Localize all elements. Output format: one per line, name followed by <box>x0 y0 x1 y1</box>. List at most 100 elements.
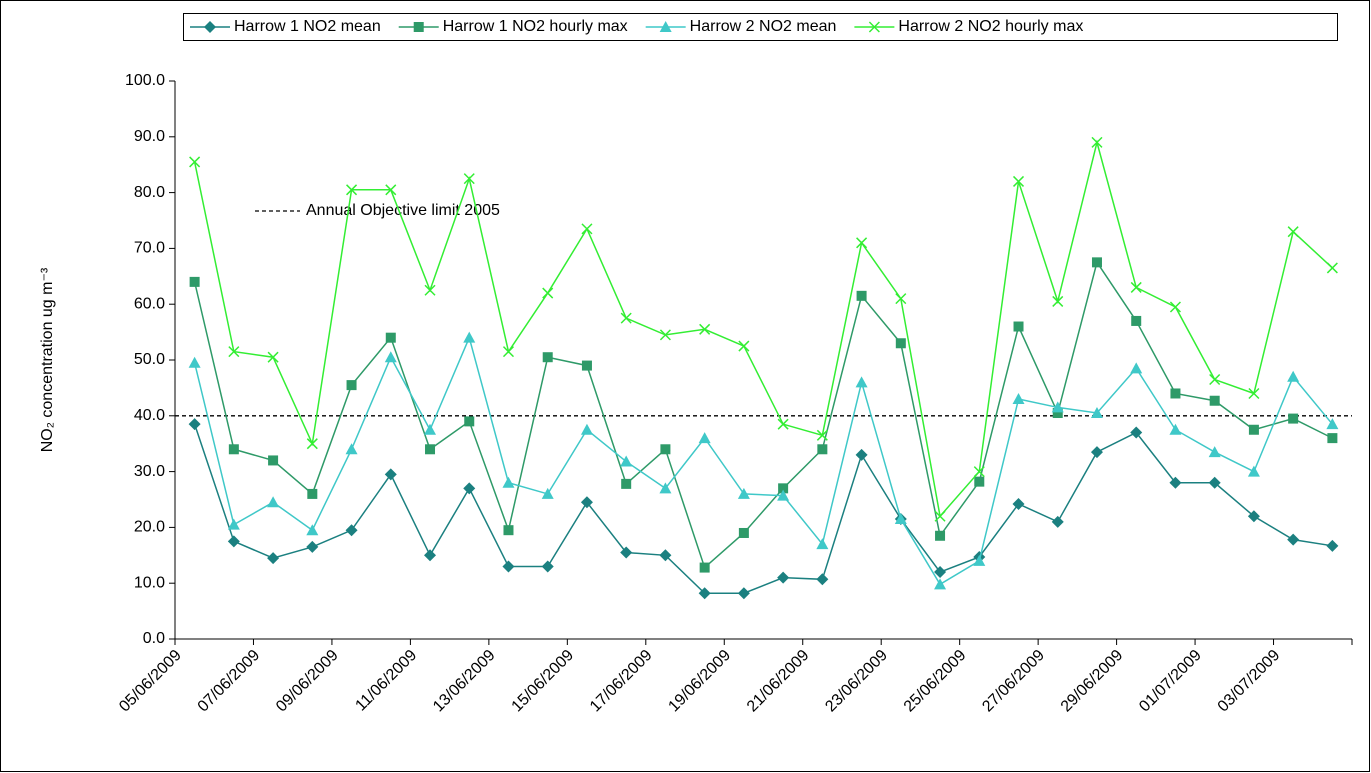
point <box>384 351 397 363</box>
y-tick-label: 50.0 <box>134 351 165 368</box>
y-tick-label: 90.0 <box>134 128 165 145</box>
point <box>660 444 671 455</box>
point <box>425 444 436 455</box>
point <box>385 184 397 196</box>
point <box>188 418 201 431</box>
y-tick-label: 30.0 <box>134 463 165 480</box>
series-line <box>193 423 1333 594</box>
point <box>659 329 671 341</box>
point <box>659 482 672 494</box>
point <box>934 566 947 579</box>
point <box>1326 418 1339 430</box>
point <box>1130 281 1142 293</box>
point <box>346 380 357 391</box>
point <box>856 290 867 301</box>
y-tick-label: 70.0 <box>134 240 165 257</box>
point <box>737 487 750 499</box>
point <box>463 482 476 495</box>
point <box>1090 407 1103 419</box>
legend-marker <box>204 21 216 33</box>
y-tick-label: 80.0 <box>134 184 165 201</box>
y-tick-label: 0.0 <box>143 630 165 647</box>
point <box>934 510 946 522</box>
point <box>541 487 554 499</box>
point <box>816 573 829 586</box>
point <box>306 524 319 536</box>
point <box>895 338 906 349</box>
point <box>385 332 396 343</box>
point <box>620 546 633 559</box>
point <box>189 276 200 287</box>
point <box>777 418 789 430</box>
point <box>306 438 318 450</box>
point <box>1051 401 1064 413</box>
point <box>542 352 553 363</box>
point <box>856 237 868 249</box>
point <box>581 223 593 235</box>
point <box>934 578 947 590</box>
point <box>227 518 240 530</box>
point <box>228 444 239 455</box>
point <box>384 468 397 481</box>
point <box>738 340 750 352</box>
legend-label: Harrow 2 NO2 mean <box>690 18 837 35</box>
point <box>346 184 358 196</box>
y-tick-label: 40.0 <box>134 407 165 424</box>
point <box>855 376 868 388</box>
point <box>1248 387 1260 400</box>
point <box>1287 370 1300 382</box>
point <box>816 429 828 441</box>
point <box>267 496 280 508</box>
point <box>1052 408 1063 419</box>
point <box>1247 465 1260 477</box>
point <box>1131 315 1142 326</box>
point <box>1130 426 1143 439</box>
point <box>581 360 592 371</box>
point <box>502 560 515 573</box>
point <box>620 312 632 324</box>
point <box>267 552 280 565</box>
point <box>424 423 437 435</box>
series-line <box>193 260 1333 569</box>
threshold-label: Annual Objective limit 2005 <box>306 202 500 219</box>
point <box>345 524 358 537</box>
point <box>894 513 907 525</box>
point <box>699 562 710 573</box>
point <box>267 351 279 363</box>
point <box>659 549 672 562</box>
point <box>1052 295 1064 307</box>
point <box>699 323 711 335</box>
point <box>738 527 749 538</box>
legend-label: Harrow 1 NO2 hourly max <box>443 18 628 35</box>
point <box>1327 433 1338 444</box>
legend-box <box>183 13 1338 41</box>
legend-label: Harrow 2 NO2 hourly max <box>898 18 1083 35</box>
point <box>503 525 514 536</box>
point <box>345 443 358 455</box>
point <box>895 293 907 305</box>
point <box>1209 373 1221 386</box>
point <box>1090 446 1103 459</box>
point <box>1170 388 1181 399</box>
y-axis-label: NO₂ concentration ug m⁻³ <box>39 267 56 452</box>
point <box>621 478 632 489</box>
point <box>1169 301 1181 313</box>
point <box>973 554 986 566</box>
point <box>1130 362 1143 374</box>
point <box>698 587 711 600</box>
point <box>463 331 476 343</box>
point <box>1287 226 1299 238</box>
legend-label: Harrow 1 NO2 mean <box>234 18 381 35</box>
point <box>1326 539 1339 552</box>
point <box>502 346 515 358</box>
point <box>1326 262 1338 274</box>
point <box>580 496 593 509</box>
point <box>424 284 436 296</box>
point <box>580 423 593 435</box>
point <box>777 489 790 501</box>
point <box>817 444 828 455</box>
point <box>1012 393 1025 405</box>
point <box>1209 395 1220 406</box>
point <box>542 287 554 299</box>
